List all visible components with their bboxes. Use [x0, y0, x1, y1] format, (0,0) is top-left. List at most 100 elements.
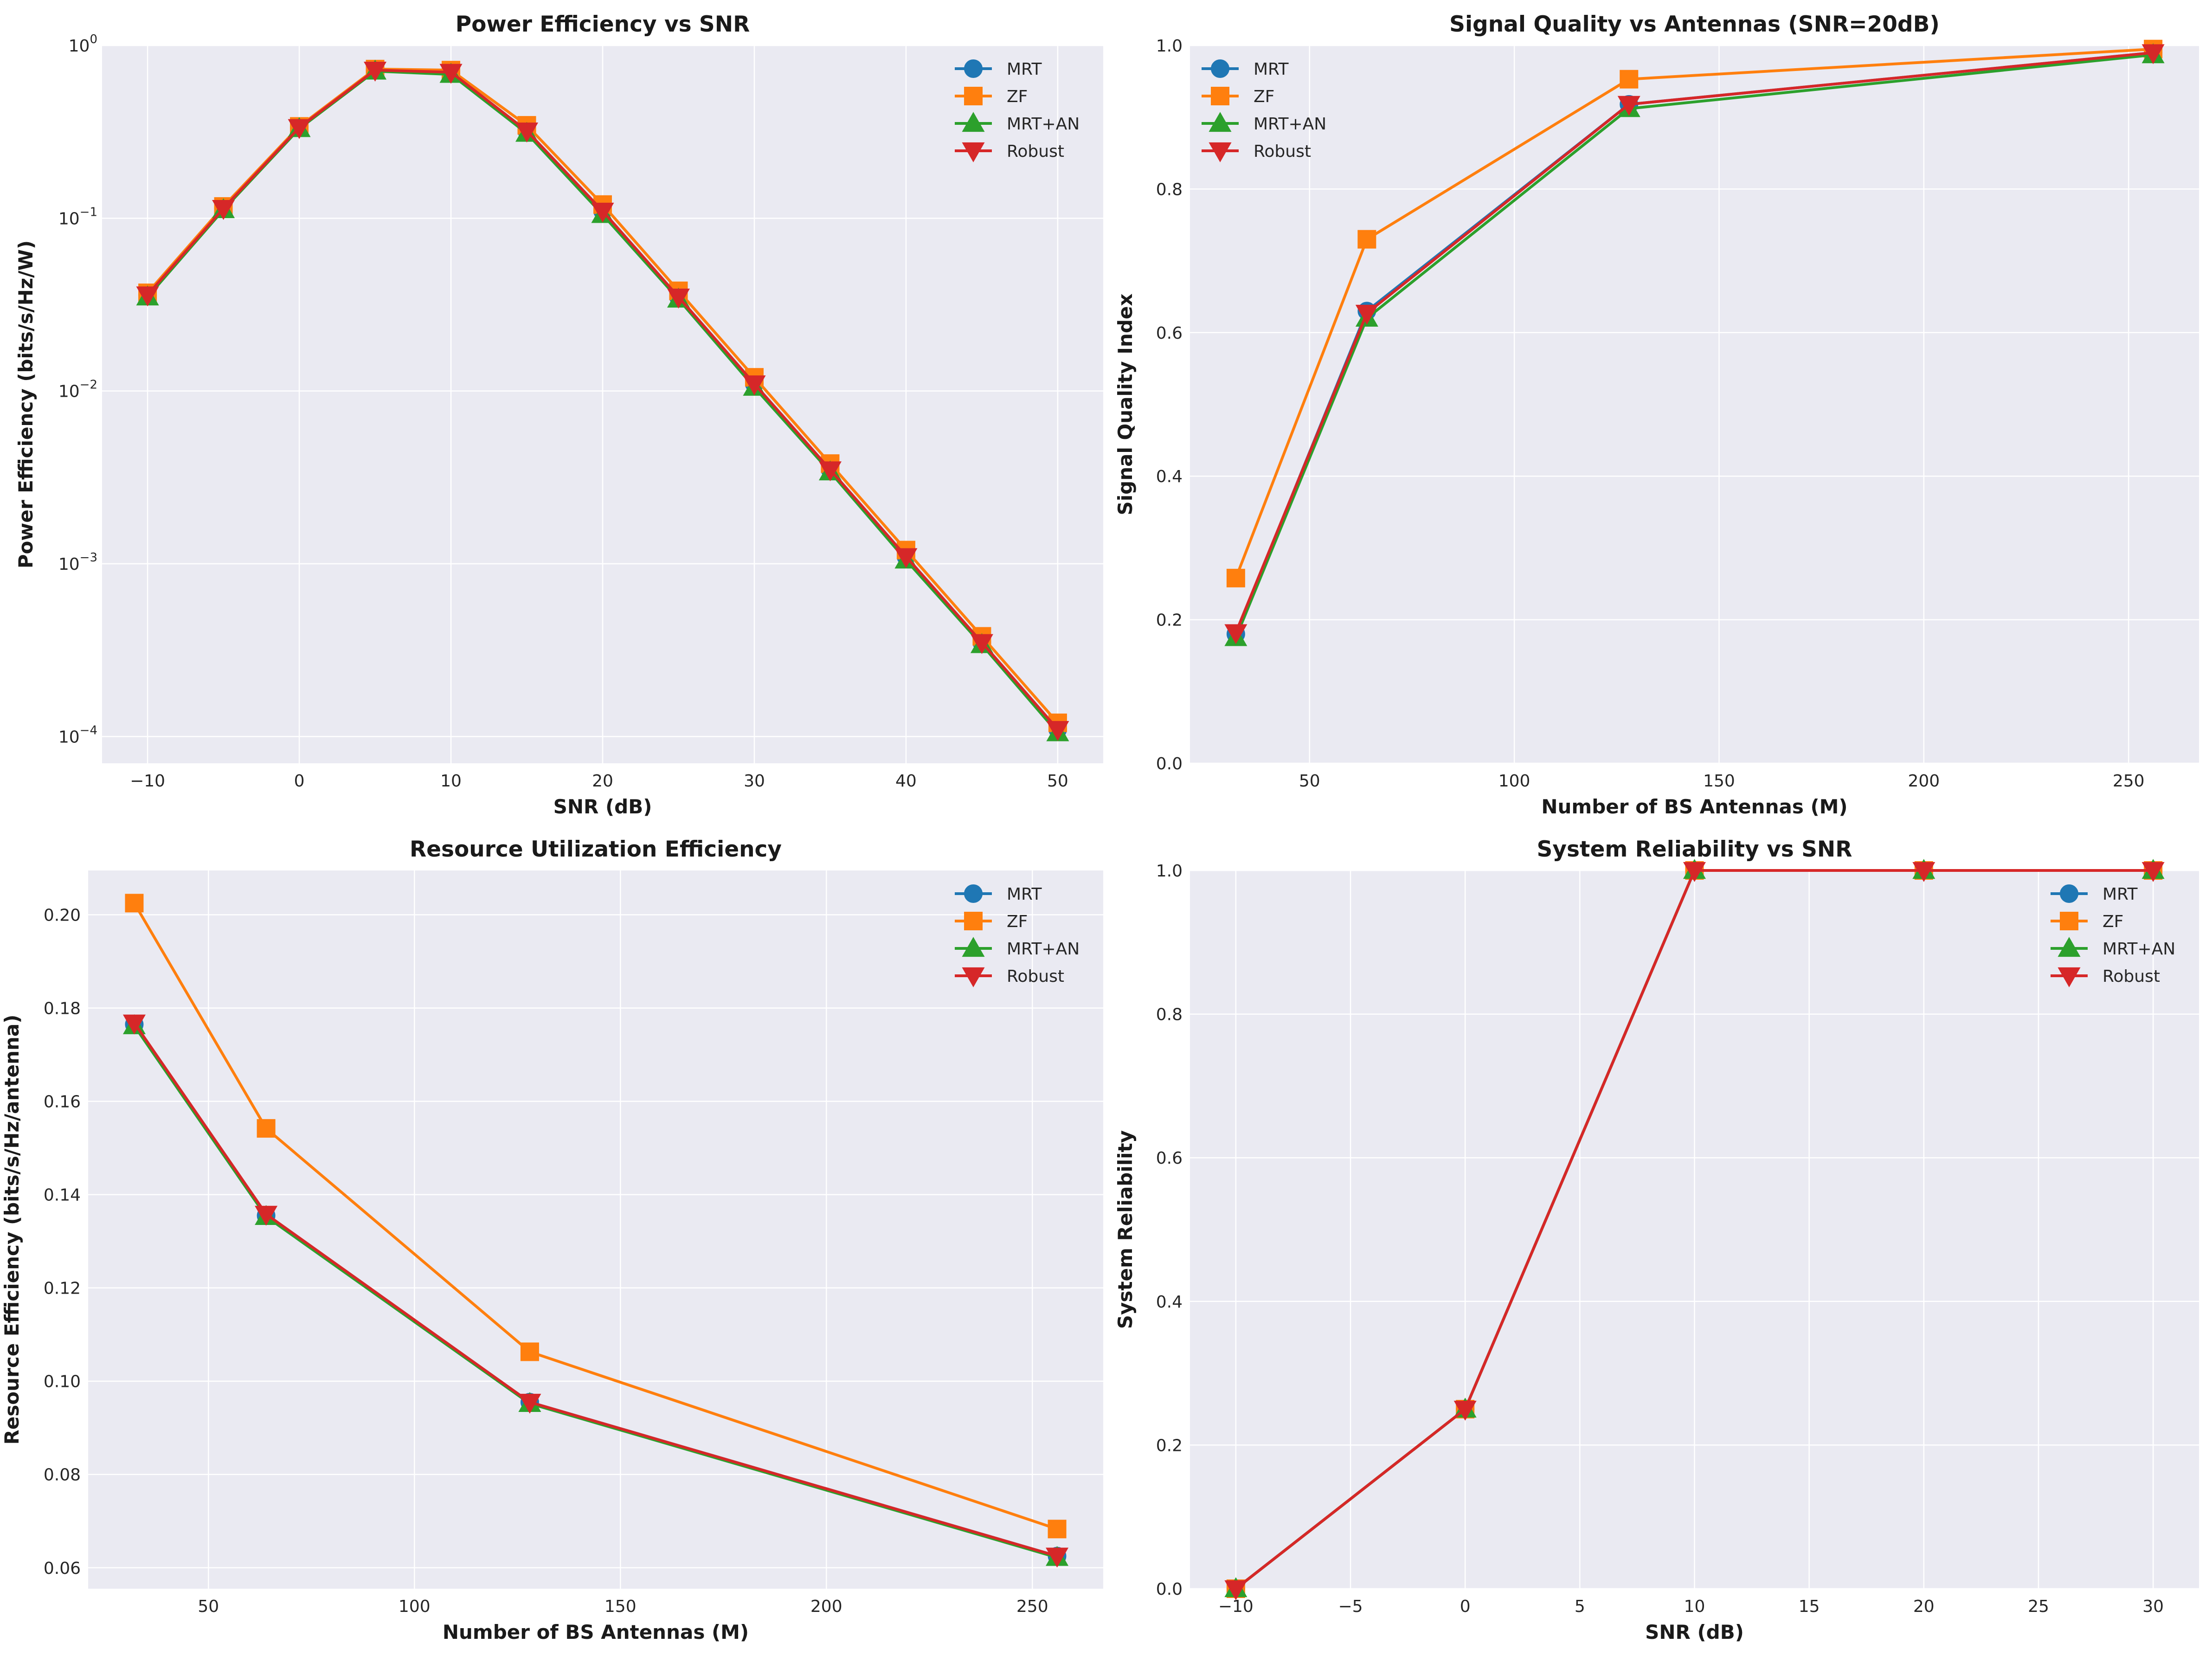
- legend-entry: ZF: [1007, 87, 1028, 106]
- data-point: [667, 288, 690, 309]
- data-point: [1048, 1520, 1067, 1539]
- data-point: [818, 461, 842, 482]
- legend-entry: Robust: [2103, 967, 2160, 986]
- x-tick-label: 0: [1460, 1597, 1471, 1616]
- x-tick-label: 250: [2113, 772, 2145, 791]
- x-tick-label: −10: [130, 772, 165, 791]
- legend-marker: [1211, 59, 1229, 78]
- x-tick-label: 25: [2028, 1597, 2049, 1616]
- subplot-2: 50 100 150 200 250 0.0 0.2 0.4 0.6 0.8 1.0 Signal Q…: [1114, 12, 2199, 818]
- y-tick-label: 0.06: [44, 1559, 81, 1578]
- legend-marker: [1209, 112, 1232, 132]
- data-point: [288, 119, 311, 139]
- data-point: [125, 894, 144, 913]
- data-point: [1046, 1547, 1069, 1568]
- legend-marker: [2058, 937, 2081, 957]
- legend-entry: MRT: [1007, 885, 1042, 904]
- x-tick-label: 150: [1703, 772, 1735, 791]
- chart-title: Resource Utilization Efficiency: [410, 837, 782, 862]
- y-axis-label: System Reliability: [1114, 1130, 1137, 1329]
- data-point: [439, 64, 463, 84]
- legend-marker: [2060, 884, 2078, 903]
- y-tick-label: 1.0: [1156, 37, 1183, 56]
- data-point: [1046, 721, 1069, 741]
- series-robust: [1224, 44, 2165, 644]
- legend-entry: MRT: [2103, 885, 2138, 904]
- y-axis-label: Signal Quality Index: [1114, 294, 1137, 515]
- legend-marker: [964, 87, 983, 105]
- legend-entry: MRT: [1254, 60, 1289, 79]
- legend: MRT ZF MRT+AN Robust: [955, 884, 1080, 987]
- legend-entry: Robust: [1254, 142, 1311, 161]
- y-tick-label: 10−3: [58, 551, 97, 574]
- legend-entry: MRT+AN: [1254, 115, 1326, 134]
- data-point: [1617, 96, 1640, 116]
- x-tick-label: 5: [1575, 1597, 1585, 1616]
- data-point: [591, 202, 614, 223]
- data-point: [364, 62, 387, 82]
- data-point: [1453, 1400, 1477, 1421]
- legend-entry: Robust: [1007, 142, 1064, 161]
- x-tick-label: 200: [810, 1597, 842, 1616]
- data-point: [136, 286, 159, 307]
- subplot-1: −10 0 10 20 30 40 50 10−4 10−3 10−2 10−1 100 Power E…: [14, 12, 1103, 818]
- y-tick-label: 10−1: [58, 205, 97, 228]
- legend-marker: [964, 884, 983, 903]
- y-tick-label: 0.2: [1156, 611, 1183, 630]
- legend-entry: ZF: [1254, 87, 1274, 106]
- data-point: [515, 122, 539, 143]
- x-axis-label: Number of BS Antennas (M): [443, 1621, 749, 1643]
- series-zf: [125, 894, 1067, 1539]
- chart-title: Power Efficiency vs SNR: [456, 12, 750, 37]
- y-tick-label: 0.16: [44, 1093, 81, 1112]
- x-axis-label: Number of BS Antennas (M): [1541, 795, 1847, 818]
- y-tick-label: 0.0: [1156, 1580, 1183, 1599]
- x-tick-label: 100: [1498, 772, 1530, 791]
- x-tick-label: 150: [604, 1597, 637, 1616]
- series-line: [1235, 53, 2154, 638]
- x-tick-label: 50: [1047, 772, 1068, 791]
- legend-marker: [964, 912, 983, 930]
- x-tick-label: 50: [198, 1597, 219, 1616]
- series-line: [1235, 47, 2154, 579]
- y-tick-label: 0.18: [44, 999, 81, 1018]
- y-tick-label: 0.4: [1156, 1293, 1183, 1312]
- data-point: [520, 1342, 539, 1361]
- y-tick-label: 10−2: [58, 378, 97, 401]
- y-tick-label: 0.20: [44, 906, 81, 925]
- x-tick-label: −10: [1218, 1597, 1254, 1616]
- legend-marker: [962, 937, 985, 957]
- data-point: [1912, 862, 1936, 882]
- x-tick-label: −5: [1338, 1597, 1363, 1616]
- legend-marker: [962, 142, 985, 162]
- y-tick-label: 0.14: [44, 1186, 81, 1205]
- legend-entry: MRT+AN: [1007, 940, 1080, 959]
- data-point: [1226, 568, 1245, 587]
- legend-marker: [962, 112, 985, 132]
- y-tick-label: 10−4: [58, 723, 97, 747]
- data-point: [212, 200, 235, 220]
- data-point: [894, 548, 918, 568]
- x-tick-label: 20: [1913, 1597, 1935, 1616]
- y-tick-label: 0.6: [1156, 1149, 1183, 1168]
- y-tick-label: 0.0: [1156, 754, 1183, 773]
- data-point: [970, 634, 993, 654]
- data-point: [1224, 1580, 1247, 1600]
- data-point: [743, 375, 766, 396]
- legend-entry: ZF: [1007, 912, 1028, 931]
- data-point: [255, 1205, 278, 1226]
- subplot-4: −10 −5 0 5 10 15 20 25 30 0.0 0.2 0.4 0.6 0.8 1.0 Syste…: [1114, 837, 2199, 1643]
- data-point: [122, 1014, 146, 1035]
- y-tick-label: 0.10: [44, 1372, 81, 1392]
- x-tick-label: 250: [1016, 1597, 1048, 1616]
- y-tick-label: 1.0: [1156, 862, 1183, 881]
- data-point: [257, 1119, 276, 1138]
- y-tick-label: 100: [69, 32, 97, 56]
- legend: MRT ZF MRT+AN Robust: [955, 59, 1080, 162]
- series-robust: [122, 1014, 1069, 1568]
- data-point: [1357, 230, 1376, 249]
- x-axis-label: SNR (dB): [553, 795, 652, 818]
- y-tick-label: 0.08: [44, 1466, 81, 1485]
- x-axis-label: SNR (dB): [1645, 1621, 1744, 1643]
- legend: MRT ZF MRT+AN Robust: [2051, 884, 2175, 987]
